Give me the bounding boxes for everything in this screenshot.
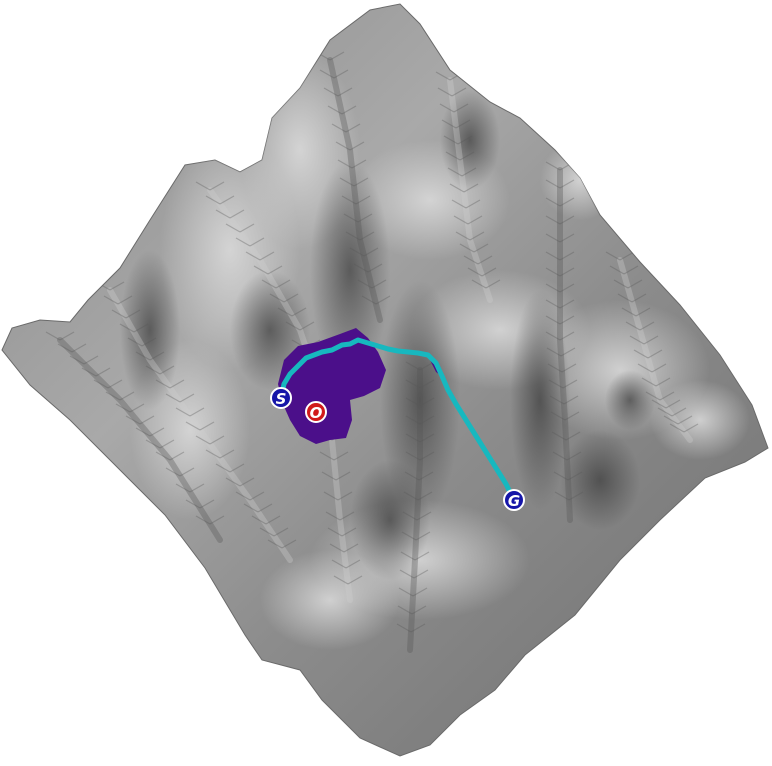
goal-marker-label: G bbox=[508, 492, 520, 510]
start-marker-label: S bbox=[276, 390, 287, 408]
start-marker[interactable]: S bbox=[270, 387, 292, 409]
goal-marker[interactable]: G bbox=[503, 489, 525, 511]
origin-marker[interactable]: O bbox=[305, 401, 327, 423]
terrain-surface bbox=[1, 3, 769, 757]
origin-marker-label: O bbox=[310, 404, 323, 422]
planned-path bbox=[278, 337, 517, 503]
